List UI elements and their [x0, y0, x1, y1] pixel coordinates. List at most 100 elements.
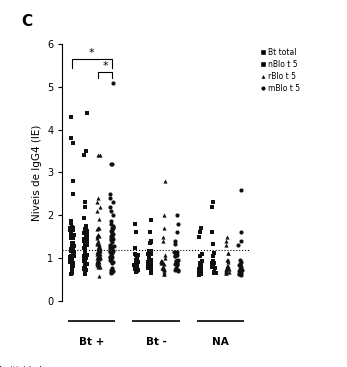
Point — [81, 258, 86, 264]
Point — [175, 267, 180, 273]
Point — [108, 268, 113, 273]
Point — [224, 263, 229, 269]
Point — [82, 264, 88, 269]
Point — [196, 273, 202, 279]
Point — [223, 267, 229, 273]
Point — [133, 265, 139, 270]
Point — [83, 223, 88, 229]
Point — [133, 252, 139, 258]
Point — [160, 260, 166, 266]
Point — [68, 246, 74, 252]
Point — [82, 256, 87, 262]
Point — [68, 235, 74, 240]
Point — [135, 267, 141, 273]
Point — [198, 264, 204, 270]
Point — [161, 271, 167, 277]
Point — [172, 253, 178, 259]
Point — [94, 260, 100, 266]
Point — [96, 244, 102, 250]
Point — [147, 240, 152, 246]
Point — [147, 261, 153, 267]
Point — [81, 254, 87, 259]
Point — [162, 252, 167, 258]
Point — [82, 257, 88, 263]
Point — [94, 262, 99, 268]
Point — [96, 262, 102, 268]
Point — [97, 245, 102, 251]
Point — [82, 226, 87, 232]
Point — [109, 261, 115, 266]
Point — [70, 260, 76, 266]
Point — [107, 249, 113, 255]
Point — [238, 238, 244, 244]
Point — [111, 243, 116, 249]
Point — [211, 269, 217, 275]
Point — [81, 215, 86, 221]
Point — [109, 250, 115, 255]
Point — [70, 249, 75, 255]
Point — [145, 251, 151, 257]
Point — [110, 200, 116, 206]
Point — [173, 267, 178, 273]
Point — [146, 257, 152, 263]
Point — [83, 255, 89, 261]
Point — [159, 258, 164, 264]
Point — [239, 272, 244, 278]
Point — [209, 264, 215, 270]
Point — [108, 235, 113, 241]
Point — [83, 258, 88, 264]
Point — [83, 226, 88, 232]
Point — [224, 265, 230, 271]
Point — [174, 266, 179, 272]
Point — [82, 254, 87, 260]
Point — [198, 261, 204, 267]
Point — [71, 247, 76, 253]
Point — [161, 212, 167, 218]
Point — [107, 241, 113, 247]
Point — [96, 247, 102, 253]
Point — [82, 257, 87, 263]
Point — [237, 268, 243, 274]
Point — [210, 258, 216, 264]
Point — [238, 259, 244, 265]
Point — [81, 237, 86, 243]
Point — [197, 253, 203, 259]
Point — [225, 250, 230, 256]
Point — [81, 254, 87, 259]
Point — [84, 252, 90, 258]
Point — [175, 269, 180, 275]
Point — [172, 241, 178, 247]
Point — [70, 227, 76, 233]
Point — [133, 269, 138, 275]
Point — [238, 266, 243, 272]
Point — [110, 236, 116, 242]
Point — [197, 229, 202, 235]
Point — [132, 263, 138, 269]
Point — [94, 208, 100, 214]
Point — [84, 242, 90, 248]
Point — [94, 255, 100, 261]
Point — [69, 264, 75, 269]
Point — [109, 218, 114, 224]
Point — [135, 252, 140, 258]
Point — [174, 258, 180, 264]
Point — [94, 233, 99, 239]
Point — [83, 265, 88, 271]
Point — [197, 268, 203, 274]
Point — [94, 249, 100, 255]
Point — [69, 227, 75, 233]
Point — [111, 224, 116, 229]
Point — [210, 259, 215, 265]
Point — [81, 152, 86, 158]
Point — [96, 242, 102, 248]
Point — [147, 254, 152, 260]
Point — [109, 269, 115, 275]
Point — [68, 271, 74, 277]
Point — [82, 204, 87, 210]
Point — [95, 225, 101, 231]
Point — [210, 262, 215, 268]
Point — [210, 263, 216, 269]
Point — [161, 267, 166, 273]
Point — [69, 240, 75, 246]
Point — [149, 251, 154, 257]
